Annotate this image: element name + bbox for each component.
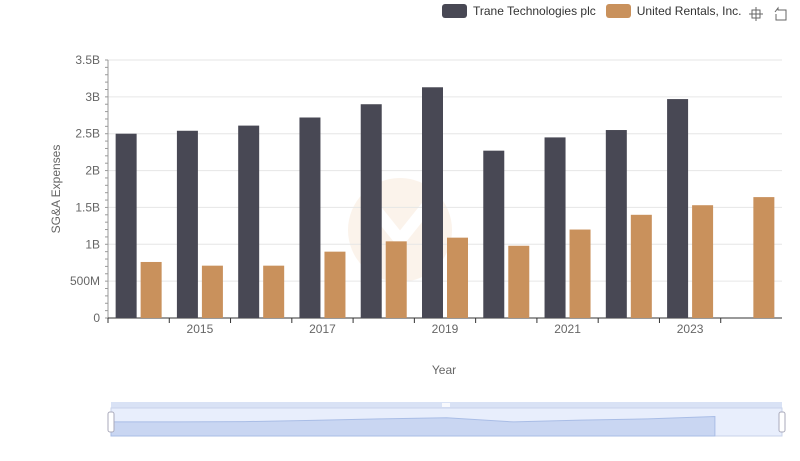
y-tick-label: 2.5B xyxy=(75,127,100,141)
bar-trane[interactable] xyxy=(544,137,566,318)
toolbox xyxy=(748,6,796,22)
legend-item-trane[interactable]: Trane Technologies plc xyxy=(442,4,596,18)
bar-trane[interactable] xyxy=(605,130,627,318)
x-tick-label: 2017 xyxy=(309,322,336,336)
bar-united[interactable] xyxy=(508,245,530,318)
y-axis-label: SG&A Expenses xyxy=(49,145,63,234)
legend-item-united[interactable]: United Rentals, Inc. xyxy=(605,4,742,18)
x-tick-label: 2019 xyxy=(432,322,459,336)
bar-trane[interactable] xyxy=(176,130,198,318)
bar-united[interactable] xyxy=(263,265,285,318)
y-tick-label: 3B xyxy=(85,90,100,104)
bar-trane[interactable] xyxy=(667,99,689,318)
y-axis: 0 500M 1B 1.5B 2B 2.5B 3B 3.5B xyxy=(70,53,109,325)
y-tick-label: 1.5B xyxy=(75,200,100,214)
slider-preview-area xyxy=(110,415,716,437)
x-tick-label: 2015 xyxy=(187,322,214,336)
bars xyxy=(115,87,775,318)
slider-handle-left[interactable] xyxy=(107,411,115,433)
restore-icon[interactable] xyxy=(772,6,788,22)
legend-swatch-trane xyxy=(442,4,467,18)
legend-swatch-united xyxy=(605,4,631,18)
bar-trane[interactable] xyxy=(422,87,443,318)
zoom-icon[interactable] xyxy=(748,6,764,22)
bar-united[interactable] xyxy=(447,237,468,318)
bar-united[interactable] xyxy=(201,265,223,318)
legend-label-united: United Rentals, Inc. xyxy=(636,4,742,18)
bar-united[interactable] xyxy=(692,205,714,318)
legend: Trane Technologies plc United Rentals, I… xyxy=(442,4,751,18)
bar-united[interactable] xyxy=(753,197,775,318)
bar-trane[interactable] xyxy=(238,125,260,318)
bar-trane[interactable] xyxy=(360,104,382,318)
bar-united[interactable] xyxy=(324,251,346,318)
y-tick-label: 2B xyxy=(85,164,100,178)
x-axis: 2015 2017 2019 2021 2023 xyxy=(107,317,782,336)
bar-united[interactable] xyxy=(140,261,162,318)
x-tick-label: 2021 xyxy=(554,322,581,336)
y-tick-label: 0 xyxy=(93,311,100,325)
bar-united[interactable] xyxy=(385,241,407,318)
bar-united[interactable] xyxy=(630,214,652,318)
bar-trane[interactable] xyxy=(483,150,505,318)
y-tick-label: 500M xyxy=(70,274,100,288)
legend-label-trane: Trane Technologies plc xyxy=(473,4,596,18)
bar-united[interactable] xyxy=(569,229,591,318)
x-axis-label: Year xyxy=(432,363,456,377)
slider-grip[interactable] xyxy=(442,403,450,407)
data-zoom-slider[interactable] xyxy=(107,402,786,437)
x-tick-label: 2023 xyxy=(677,322,704,336)
y-tick-label: 1B xyxy=(85,237,100,251)
y-tick-label: 3.5B xyxy=(75,53,100,67)
bar-trane[interactable] xyxy=(299,117,321,318)
slider-handle-right[interactable] xyxy=(778,411,786,433)
bar-trane[interactable] xyxy=(115,133,137,318)
